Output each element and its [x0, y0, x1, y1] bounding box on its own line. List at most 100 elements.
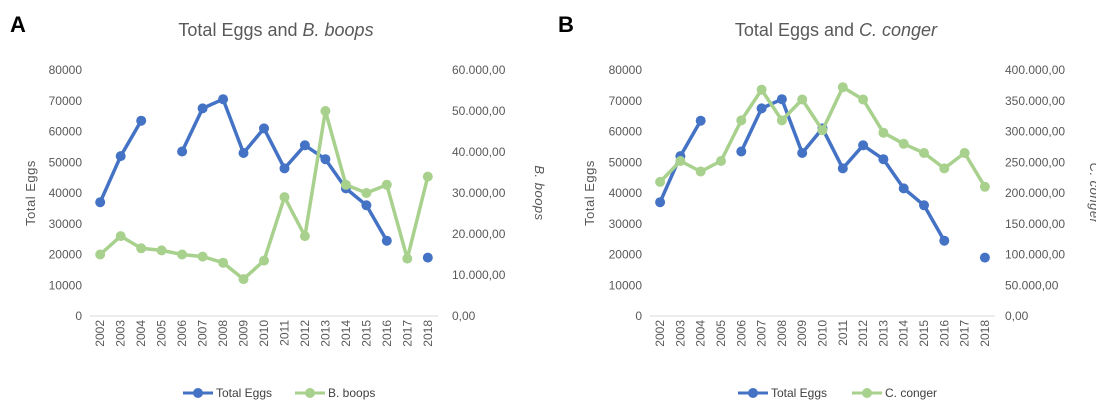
y-left-tick-label: 60000 — [609, 125, 643, 139]
data-point-total-eggs — [422, 252, 433, 263]
data-point-species — [675, 156, 686, 166]
data-point-total-eggs — [695, 115, 706, 126]
x-tick-label: 2010 — [257, 320, 271, 347]
data-point-species — [361, 188, 372, 198]
chart-title-species: C. conger — [859, 20, 938, 40]
series-line-species — [658, 85, 987, 188]
x-tick-label: 2004 — [694, 320, 708, 347]
data-point-species — [858, 94, 869, 105]
data-point-species — [939, 163, 950, 174]
y-left-tick-label: 50000 — [609, 155, 643, 169]
x-tick-label: 2008 — [216, 320, 230, 347]
data-point-species — [279, 192, 290, 203]
x-tick-label: 2008 — [775, 320, 789, 347]
series-line-species — [99, 109, 430, 281]
y-right-tick-label: 50.000,00 — [452, 104, 506, 118]
x-tick-label: 2013 — [318, 320, 332, 347]
legend-marker-total-eggs — [748, 388, 758, 398]
y-left-tick-label: 10000 — [49, 278, 83, 292]
y-axis-right-label: B. boops — [532, 165, 547, 220]
x-tick-label: 2015 — [359, 320, 373, 347]
data-point-total-eggs — [361, 200, 372, 211]
data-point-total-eggs — [858, 140, 869, 151]
y-right-tick-label: 400.000,00 — [1005, 63, 1065, 77]
legend: Total Eggs B. boops — [183, 386, 375, 400]
y-left-tick-label: 10000 — [609, 278, 643, 292]
data-point-total-eggs — [381, 235, 392, 246]
x-tick-label: 2006 — [734, 320, 748, 347]
data-point-species — [878, 127, 889, 138]
y-right-tick-label: 100.000,00 — [1005, 248, 1065, 262]
data-point-total-eggs — [115, 151, 126, 162]
data-point-total-eggs — [238, 148, 249, 158]
data-point-total-eggs — [136, 115, 147, 126]
chart-title: Total Eggs and C. conger — [735, 20, 938, 40]
chart-title-prefix: Total Eggs and — [735, 20, 859, 40]
x-tick-label: 2007 — [755, 320, 769, 347]
y-right-tick-label: 30.000,00 — [452, 186, 506, 200]
x-tick-label: 2018 — [421, 320, 435, 347]
x-tick-label: 2006 — [175, 320, 189, 347]
y-right-tick-label: 50.000,00 — [1005, 278, 1059, 292]
x-tick-label: 2002 — [653, 320, 667, 347]
x-tick-label: 2018 — [978, 320, 992, 347]
data-point-species — [177, 249, 188, 260]
data-point-species — [197, 251, 208, 262]
x-tick-label: 2003 — [114, 320, 128, 347]
legend-label-total-eggs: Total Eggs — [771, 386, 827, 400]
legend-label-total-eggs: Total Eggs — [216, 386, 272, 400]
x-tick-label: 2016 — [937, 320, 951, 347]
y-left-tick-label: 70000 — [609, 94, 643, 108]
data-point-total-eggs — [939, 235, 950, 246]
data-point-species — [736, 115, 747, 126]
y-axis-left-label: Total Eggs — [23, 160, 38, 226]
data-point-species — [655, 176, 666, 187]
y-right-tick-label: 40.000,00 — [452, 145, 506, 159]
x-tick-label: 2016 — [380, 320, 394, 347]
legend-marker-total-eggs — [193, 388, 203, 398]
x-tick-label: 2012 — [856, 320, 870, 347]
y-left-tick-label: 40000 — [49, 186, 83, 200]
data-point-species — [776, 115, 787, 126]
legend-marker-species — [862, 388, 872, 398]
data-point-species — [756, 84, 767, 95]
data-point-species — [238, 274, 249, 285]
data-point-species — [218, 257, 229, 268]
data-point-total-eggs — [320, 154, 331, 165]
data-point-species — [837, 82, 848, 93]
x-tick-label: 2007 — [196, 320, 210, 347]
data-point-total-eggs — [837, 163, 848, 174]
data-point-species — [115, 231, 126, 242]
y-right-tick-label: 10.000,00 — [452, 268, 506, 282]
x-tick-label: 2009 — [795, 320, 809, 347]
y-left-tick-label: 60000 — [49, 125, 83, 139]
x-tick-label: 2011 — [277, 320, 291, 346]
y-left-tick-label: 70000 — [49, 94, 83, 108]
legend-label-species: C. conger — [885, 386, 937, 400]
chart-panel-b: B Total Eggs and C. conger Total Eggs C.… — [558, 12, 1096, 400]
data-point-total-eggs — [756, 103, 767, 114]
data-point-species — [320, 106, 331, 116]
data-point-total-eggs — [197, 103, 208, 114]
y-left-tick-label: 30000 — [609, 217, 643, 231]
x-tick-label: 2013 — [876, 320, 890, 347]
data-point-species — [716, 156, 726, 166]
data-point-species — [136, 243, 147, 254]
series-layer — [655, 82, 990, 263]
data-point-total-eggs — [218, 94, 229, 105]
chart-title-prefix: Total Eggs and — [178, 20, 302, 40]
panel-label: B — [558, 12, 574, 37]
series-line-total-eggs — [100, 99, 428, 257]
x-tick-label: 2009 — [237, 320, 251, 347]
panel-label: A — [10, 12, 26, 37]
x-tick-label: 2005 — [155, 320, 169, 347]
data-point-total-eggs — [299, 140, 310, 151]
data-point-species — [979, 181, 990, 192]
chart-title-species: B. boops — [303, 20, 374, 40]
y-right-tick-label: 350.000,00 — [1005, 94, 1065, 108]
data-point-total-eggs — [95, 197, 106, 208]
data-point-total-eggs — [736, 146, 747, 157]
y-left-tick-label: 0 — [635, 309, 642, 323]
data-point-species — [898, 138, 909, 149]
